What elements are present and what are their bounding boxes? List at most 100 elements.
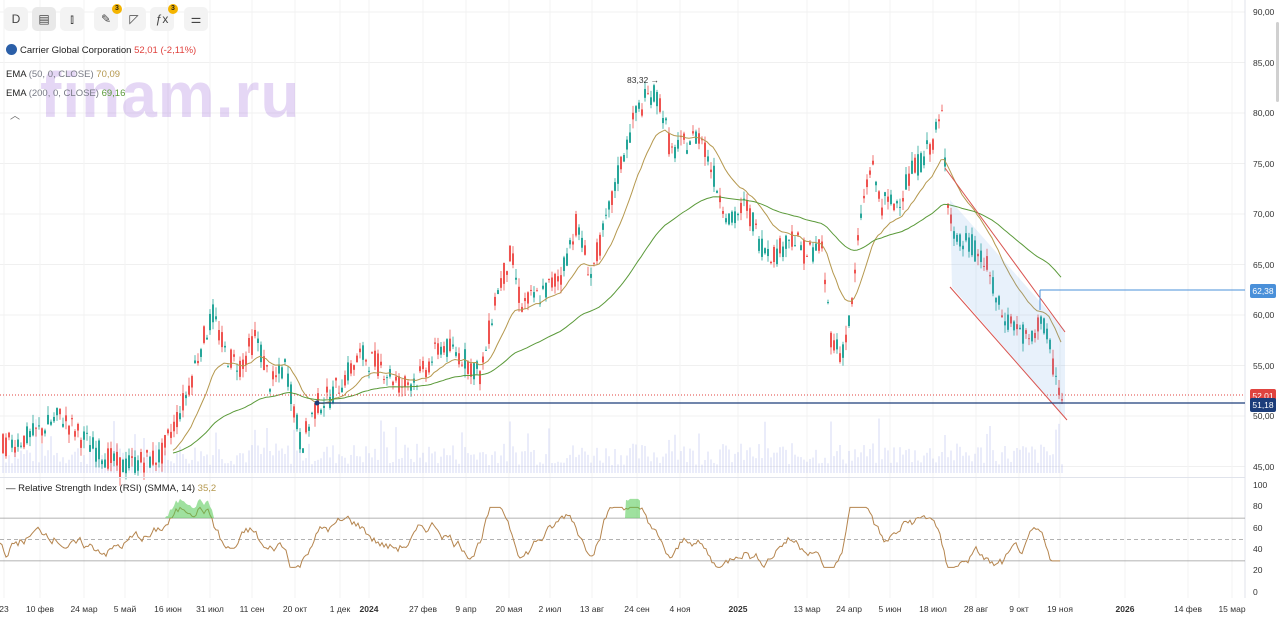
candle-body [500, 278, 502, 288]
candle-body [746, 200, 748, 211]
candles-icon[interactable]: ⫾ [60, 7, 84, 31]
volume-bar [41, 443, 43, 473]
candle-body [923, 156, 925, 166]
volume-bar [278, 450, 280, 473]
candle-body [794, 245, 796, 247]
volume-bar [827, 463, 829, 473]
symbol-legend[interactable]: Carrier Global Corporation 52,01 (-2,11%… [6, 44, 196, 56]
candle-body [632, 112, 634, 120]
volume-bar [716, 464, 718, 473]
candle-body [1019, 327, 1021, 330]
volume-bar [866, 456, 868, 473]
candle-body [989, 275, 991, 277]
volume-bar [857, 457, 859, 473]
volume-bar [986, 433, 988, 473]
candle-body [239, 360, 241, 377]
pane-separator[interactable] [0, 477, 1245, 478]
rsi-collapse-icon[interactable]: — [6, 483, 16, 494]
volume-bar [485, 454, 487, 473]
volume-bar [260, 454, 262, 473]
candle-body [584, 245, 586, 255]
volume-bar [8, 455, 10, 473]
time-tick-label: 9 апр [455, 604, 477, 614]
volume-bar [581, 447, 583, 473]
candle-body [932, 139, 934, 150]
ema50-legend[interactable]: EMA (50, 0, CLOSE) 70,09 [6, 69, 120, 80]
volume-bar [206, 454, 208, 473]
symbol-change: (-2,11%) [160, 45, 197, 56]
candle-body [752, 212, 754, 232]
settings-icon[interactable]: ⚌ [184, 7, 208, 31]
volume-bar [245, 462, 247, 473]
volume-bar [845, 463, 847, 473]
volume-bar [170, 461, 172, 473]
volume-bar [1040, 444, 1042, 473]
time-tick-label: 23 [0, 604, 9, 614]
rsi-tick-label: 80 [1253, 501, 1263, 512]
candle-body [956, 234, 958, 242]
candle-body [221, 332, 223, 348]
pen-icon[interactable]: ◸ [122, 7, 146, 31]
price-tick-label: 60,00 [1253, 310, 1275, 320]
candle-body [938, 119, 940, 122]
volume-bar [62, 457, 64, 473]
volume-bar [704, 460, 706, 473]
candle-body [566, 253, 568, 266]
candle-body [44, 430, 46, 434]
volume-bar [500, 455, 502, 473]
volume-bar [1031, 446, 1033, 473]
ema200-legend[interactable]: EMA (200, 0, CLOSE) 69,16 [6, 88, 125, 99]
time-tick-label: 5 июн [878, 604, 902, 614]
candle-body [137, 460, 139, 471]
candle-body [713, 165, 715, 187]
volume-bar [1061, 464, 1063, 473]
volume-bar [1013, 450, 1015, 473]
candle-body [482, 356, 484, 363]
volume-bar [632, 443, 634, 473]
volume-bar [353, 445, 355, 473]
volume-bar [695, 464, 697, 473]
volume-bar [335, 463, 337, 473]
time-tick-label: 18 июл [919, 604, 947, 614]
draw-tools-icon[interactable]: ✎ 3 [94, 4, 122, 31]
volume-bar [35, 419, 37, 473]
candle-body [248, 337, 250, 347]
scrollbar[interactable] [1276, 22, 1279, 102]
interval-button[interactable]: D [4, 7, 28, 31]
candle-body [674, 146, 676, 159]
candle-body [302, 448, 304, 453]
volume-bar [959, 446, 961, 473]
candle-body [734, 211, 736, 224]
candle-body [263, 356, 265, 371]
collapse-legend-icon[interactable]: ︿ [10, 111, 20, 122]
candle-body [512, 253, 514, 265]
rsi-legend[interactable]: — Relative Strength Index (RSI) (SMMA, 1… [6, 483, 216, 494]
volume-bar [527, 433, 529, 473]
candle-body [527, 292, 529, 304]
indicators-icon[interactable]: ƒx 3 [150, 4, 178, 31]
candle-body [80, 439, 82, 448]
volume-bar [401, 457, 403, 473]
volume-bar [767, 448, 769, 473]
candle-body [701, 139, 703, 141]
candle-body [797, 232, 799, 236]
candle-body [143, 462, 145, 473]
candle-body [767, 248, 769, 257]
candle-body [53, 416, 55, 422]
volume-bar [308, 443, 310, 473]
candle-body [479, 371, 481, 385]
volume-bar [422, 452, 424, 473]
volume-bar [1037, 462, 1039, 473]
candle-body [1022, 324, 1024, 344]
candle-body [641, 109, 643, 116]
volume-bar [728, 449, 730, 473]
time-tick-label: 14 фев [1173, 604, 1203, 614]
candle-body [758, 238, 760, 251]
chart-type-icon[interactable]: ▤ [32, 7, 56, 31]
badge: 3 [112, 4, 122, 14]
candle-body [350, 363, 352, 374]
candle-body [260, 344, 262, 363]
volume-bar [737, 452, 739, 473]
volume-bar [644, 445, 646, 473]
